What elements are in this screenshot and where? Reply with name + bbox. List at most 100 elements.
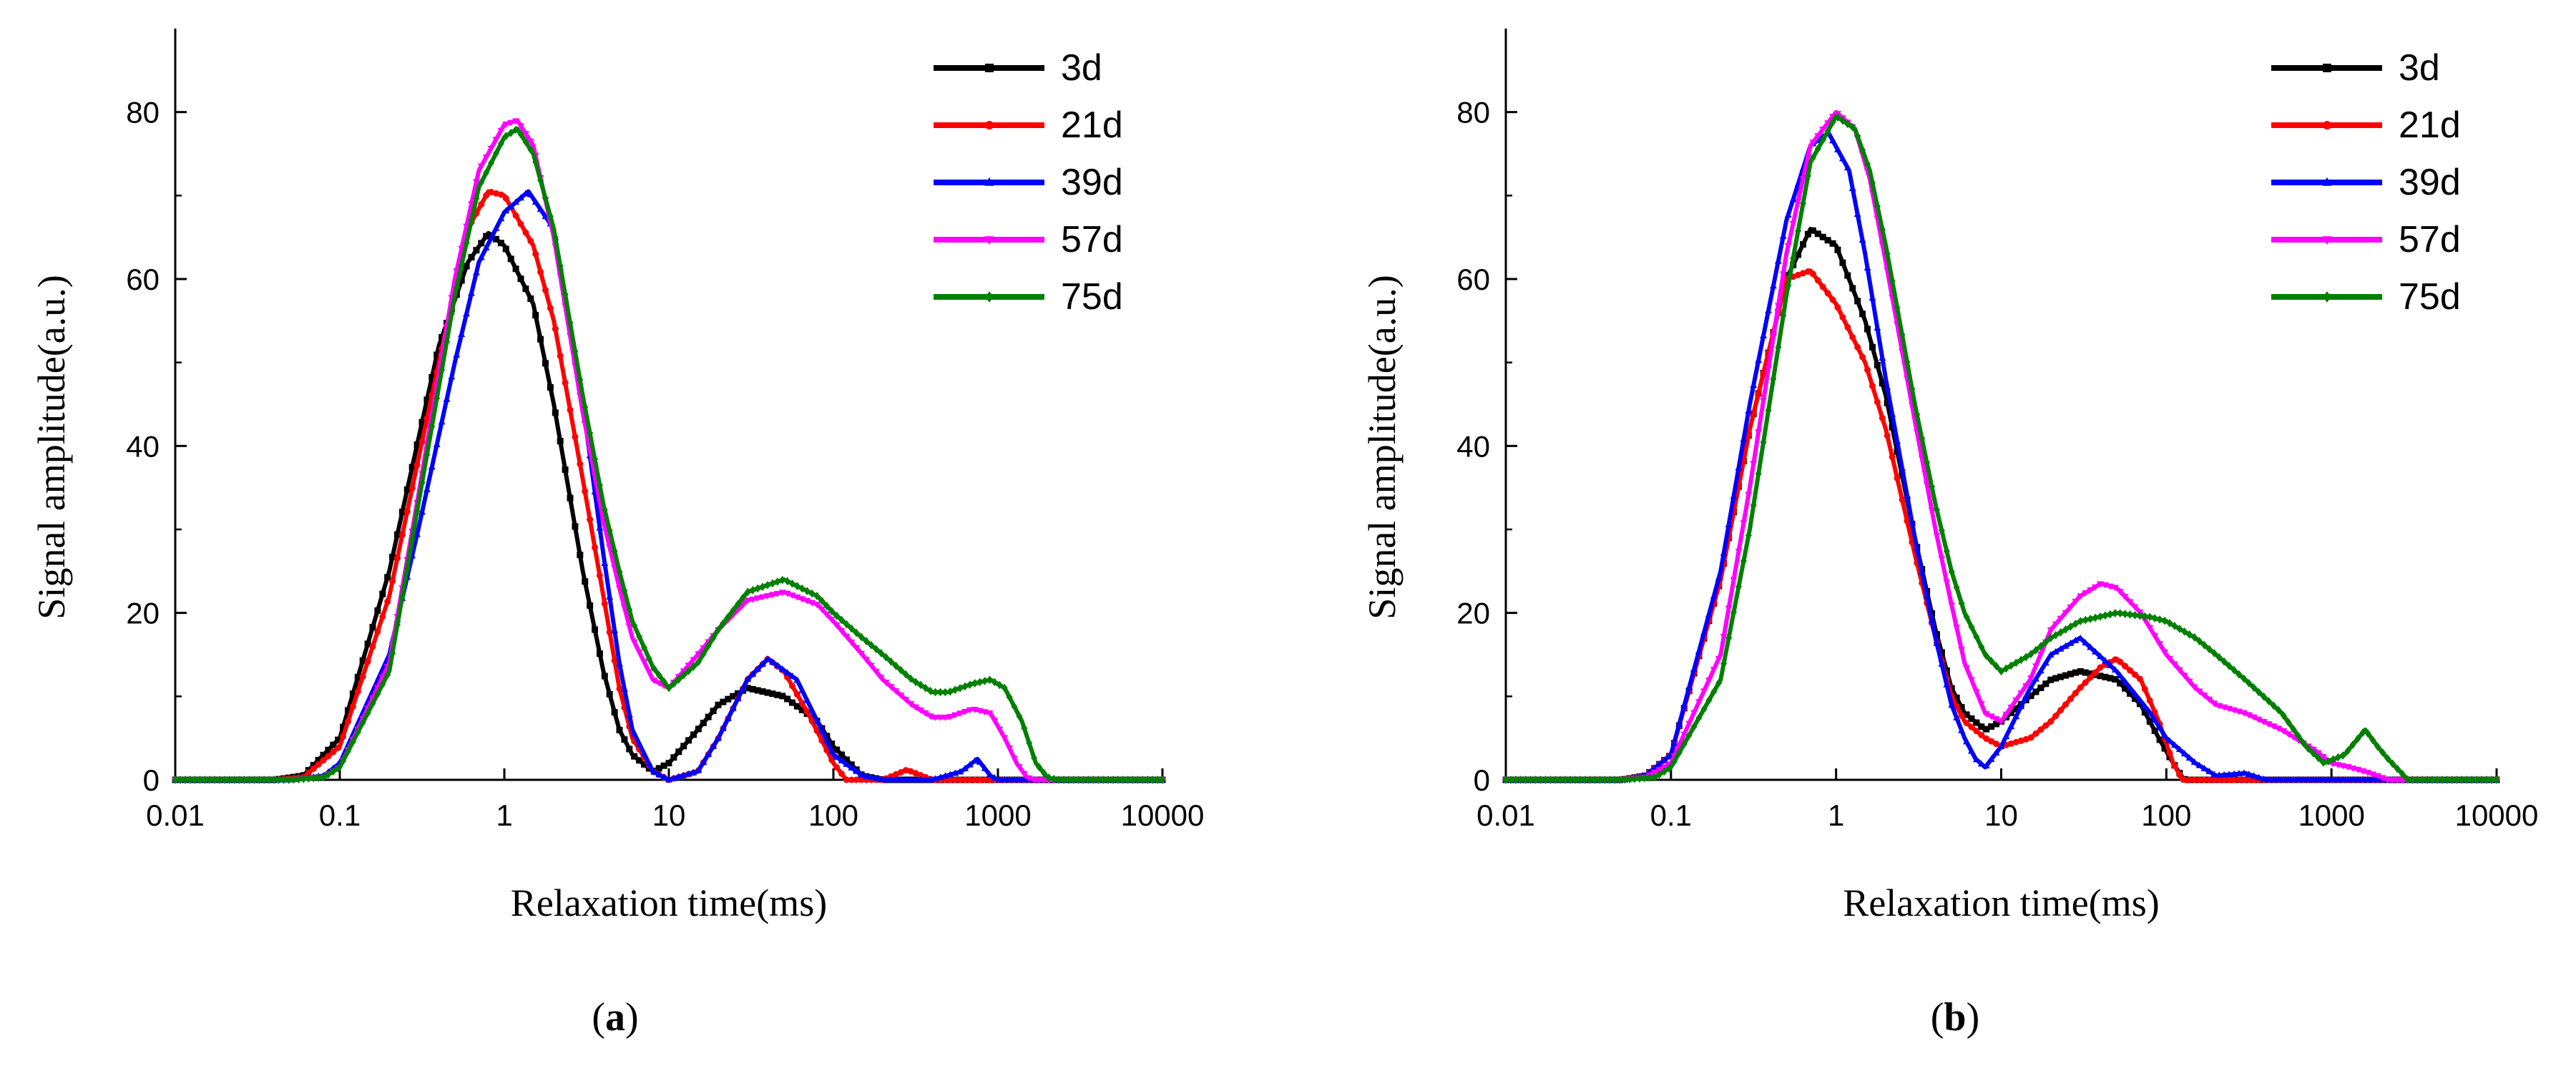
data-point <box>1695 647 1703 654</box>
data-point <box>2146 708 2154 715</box>
data-point <box>394 531 401 538</box>
data-point <box>1834 246 1841 253</box>
data-point <box>1809 153 1816 162</box>
data-point <box>2251 683 2258 692</box>
data-point <box>517 123 524 130</box>
data-point <box>2047 634 2055 642</box>
data-point <box>2240 769 2248 776</box>
data-point <box>2127 667 2134 674</box>
data-point <box>428 422 436 431</box>
data-point <box>2215 771 2223 778</box>
data-point <box>1552 776 1559 784</box>
data-point <box>2349 740 2356 749</box>
data-point <box>2062 642 2070 649</box>
data-point <box>522 285 529 293</box>
data-point <box>764 580 771 590</box>
data-point <box>552 326 559 333</box>
data-point <box>863 657 870 664</box>
data-point <box>379 590 386 597</box>
data-point <box>863 637 870 645</box>
data-point <box>1972 756 1980 763</box>
y-tick-label: 80 <box>1456 96 1490 129</box>
data-point <box>1963 711 1970 718</box>
data-point <box>2195 688 2203 695</box>
data-point <box>468 289 475 296</box>
data-point <box>863 772 870 779</box>
series-line-3d <box>1504 227 2499 782</box>
data-point <box>735 600 742 609</box>
data-point <box>2493 776 2500 784</box>
data-point <box>2007 723 2015 730</box>
data-point <box>537 268 544 275</box>
data-point <box>1869 382 1876 389</box>
data-point <box>1829 137 1836 144</box>
data-point <box>2072 598 2080 605</box>
data-point <box>887 776 895 783</box>
data-point <box>369 624 376 631</box>
data-point <box>1968 715 1975 722</box>
data-point <box>981 776 989 783</box>
data-point <box>2191 633 2198 642</box>
data-point <box>937 688 944 697</box>
data-point <box>1795 251 1802 258</box>
data-point <box>1680 740 1688 748</box>
data-point <box>789 579 795 588</box>
y-tick-label: 80 <box>126 96 160 129</box>
data-point <box>1800 199 1806 208</box>
data-point <box>759 688 766 695</box>
data-point <box>2185 754 2193 761</box>
data-point <box>1839 116 1846 125</box>
data-point <box>1770 374 1777 383</box>
data-point <box>2205 776 2213 783</box>
data-point <box>833 764 841 771</box>
data-point <box>1889 276 1896 285</box>
data-point <box>2027 650 2034 659</box>
data-point <box>700 645 707 652</box>
data-point <box>1502 776 1509 784</box>
data-point <box>734 695 742 702</box>
data-point <box>2092 669 2099 676</box>
data-point <box>453 351 461 358</box>
data-point <box>907 674 914 683</box>
data-point <box>946 687 954 696</box>
data-point <box>2067 695 2074 703</box>
data-point <box>2394 764 2401 773</box>
data-point <box>828 747 836 754</box>
panel-a: 0 20 40 60 80 0.01 0.1 1 10 100 1000 10000 Relaxatio… <box>30 29 1204 1040</box>
data-point <box>408 485 416 492</box>
data-point <box>640 750 648 757</box>
data-point <box>527 295 534 303</box>
series-line-75d <box>1504 114 2499 782</box>
data-point <box>2032 663 2039 670</box>
x-tick-label: 1 <box>496 798 512 832</box>
data-point <box>1899 496 1906 503</box>
data-point <box>1889 424 1896 431</box>
data-point <box>2304 776 2312 783</box>
data-point <box>1655 767 1663 774</box>
data-point <box>1894 475 1901 482</box>
data-point <box>916 707 924 714</box>
data-point <box>833 622 841 630</box>
data-point <box>1750 381 1758 388</box>
data-point <box>483 192 490 199</box>
data-point <box>2072 636 2080 643</box>
data-point <box>1987 755 1995 762</box>
data-point <box>2121 678 2129 685</box>
x-tick-label: 1000 <box>964 798 1031 832</box>
data-point <box>1948 602 1956 610</box>
data-point <box>2027 683 2034 690</box>
data-point <box>1725 521 1733 528</box>
data-point <box>1675 748 1683 758</box>
data-point <box>1035 777 1043 784</box>
data-point <box>2176 625 2183 633</box>
data-point <box>265 776 273 784</box>
data-point <box>2002 664 2009 673</box>
data-point <box>892 688 900 695</box>
data-point <box>1958 599 1965 608</box>
data-point <box>2255 716 2263 723</box>
y-tick-label: 60 <box>1456 263 1490 296</box>
data-point <box>443 395 451 402</box>
data-point <box>2334 776 2342 783</box>
data-point <box>507 202 515 210</box>
data-point <box>740 593 746 602</box>
